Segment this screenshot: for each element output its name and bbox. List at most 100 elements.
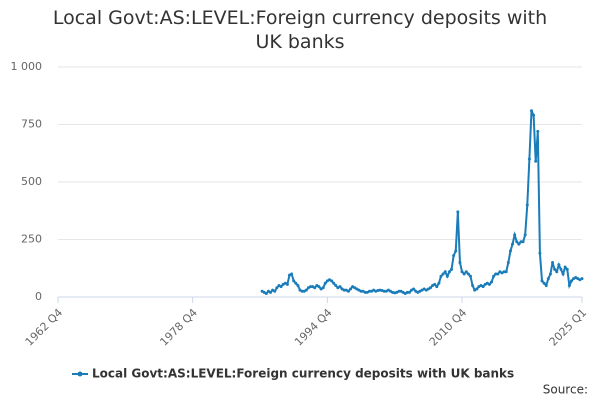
point — [504, 270, 508, 274]
point — [458, 261, 462, 264]
point — [273, 289, 277, 293]
point — [412, 287, 416, 291]
point — [525, 203, 529, 207]
point — [511, 242, 515, 246]
y-tick-label: 0 — [35, 290, 42, 303]
point — [300, 289, 304, 293]
point — [521, 240, 525, 244]
point — [382, 289, 386, 293]
point — [359, 289, 363, 293]
point — [317, 285, 321, 289]
point — [555, 270, 559, 274]
point — [363, 290, 367, 294]
point — [466, 272, 470, 276]
point — [548, 272, 552, 276]
point — [285, 282, 289, 286]
chart-title: Local Govt:AS:LEVEL:Foreign currency dep… — [52, 7, 548, 53]
point — [456, 210, 460, 214]
point — [292, 279, 296, 283]
point — [517, 242, 521, 246]
point — [454, 249, 458, 253]
point — [561, 272, 565, 276]
point — [546, 277, 550, 281]
point — [367, 289, 371, 293]
point — [506, 261, 510, 264]
point — [264, 292, 268, 296]
point — [435, 285, 439, 289]
point — [462, 272, 466, 276]
point — [296, 284, 300, 287]
point — [334, 284, 338, 287]
point — [338, 285, 342, 289]
legend-label: Local Govt:AS:LEVEL:Foreign currency dep… — [92, 367, 514, 381]
point — [309, 285, 313, 289]
y-tick-label: 750 — [21, 118, 42, 131]
point — [428, 286, 432, 290]
point — [437, 281, 441, 285]
point — [313, 286, 317, 290]
point — [565, 267, 569, 271]
point — [529, 109, 533, 113]
point — [475, 287, 479, 291]
point — [460, 270, 464, 274]
point — [275, 286, 279, 290]
point — [443, 270, 447, 274]
x-tick-label: 2010 Q4 — [427, 306, 470, 349]
point — [496, 272, 500, 276]
x-tick-label: 1994 Q4 — [292, 306, 335, 349]
point — [269, 290, 273, 294]
point — [439, 274, 443, 278]
point — [349, 287, 353, 291]
point — [342, 288, 346, 292]
point — [502, 270, 506, 274]
point — [481, 285, 485, 289]
point — [534, 159, 538, 163]
y-tick-label: 500 — [21, 175, 42, 188]
point — [532, 113, 536, 117]
point — [445, 274, 449, 278]
x-tick-label: 1978 Q4 — [157, 306, 200, 349]
point — [519, 240, 523, 244]
point — [452, 254, 456, 258]
point — [279, 285, 283, 289]
series-line — [261, 110, 583, 295]
point — [569, 279, 573, 283]
point — [323, 281, 327, 285]
point — [523, 233, 527, 237]
source: Source: — [543, 383, 588, 397]
point — [346, 289, 350, 293]
y-tick-label: 250 — [21, 233, 42, 246]
point — [407, 290, 411, 294]
point — [542, 281, 546, 285]
point — [551, 261, 555, 264]
point — [468, 274, 472, 278]
point — [540, 279, 544, 283]
point — [450, 267, 454, 271]
point — [508, 249, 512, 253]
point — [563, 265, 567, 269]
point — [544, 284, 548, 287]
point — [538, 251, 542, 255]
point — [441, 272, 445, 276]
point — [397, 289, 401, 293]
point — [559, 267, 563, 271]
point — [321, 286, 325, 290]
point — [513, 233, 517, 237]
point — [290, 272, 294, 276]
point — [471, 284, 475, 287]
point — [580, 277, 584, 281]
point — [487, 282, 491, 286]
point — [557, 263, 561, 267]
x-tick-label: 2025 Q1 — [547, 306, 590, 349]
point — [405, 290, 409, 294]
x-tick-label: 1962 Q4 — [23, 306, 66, 349]
point — [490, 280, 494, 284]
point — [447, 270, 451, 274]
point — [464, 270, 468, 274]
point — [492, 274, 496, 278]
point — [494, 272, 498, 276]
point — [433, 282, 437, 286]
point — [553, 267, 557, 271]
legend-marker — [77, 371, 83, 377]
